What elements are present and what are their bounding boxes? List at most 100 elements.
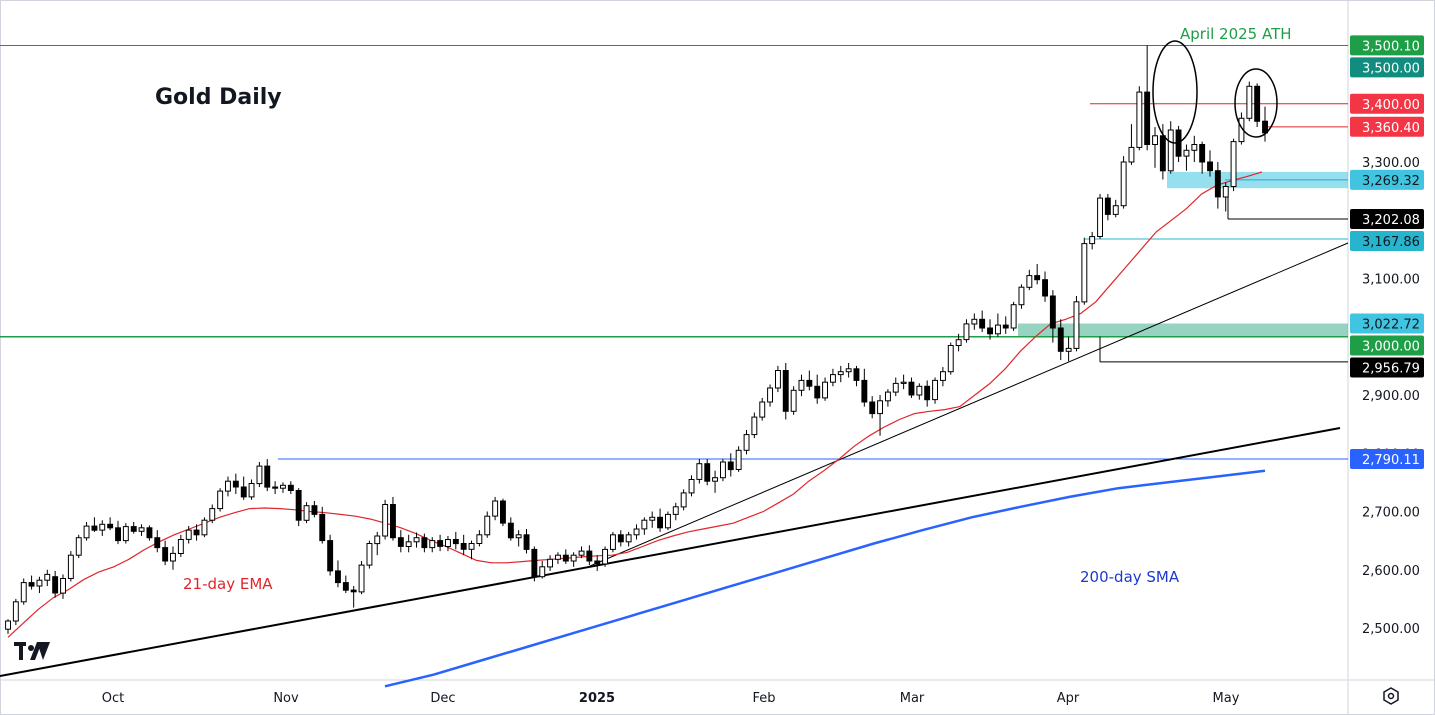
x-axis-label: Dec bbox=[430, 691, 455, 706]
candle bbox=[201, 517, 208, 538]
candle bbox=[696, 459, 703, 484]
candle bbox=[1175, 125, 1182, 162]
svg-text:3,500.00: 3,500.00 bbox=[1362, 61, 1420, 76]
candle bbox=[1089, 231, 1096, 250]
y-tick-label: 2,700.00 bbox=[1362, 506, 1420, 521]
candle bbox=[1026, 269, 1033, 291]
candle bbox=[641, 517, 648, 535]
candle bbox=[1254, 83, 1261, 128]
candle bbox=[130, 521, 137, 534]
y-tick-label: 3,300.00 bbox=[1362, 156, 1420, 171]
top-ellipse-2 bbox=[1234, 68, 1278, 138]
candle bbox=[319, 506, 326, 544]
candle bbox=[248, 479, 255, 500]
candle bbox=[1144, 45, 1151, 151]
candle bbox=[940, 367, 946, 387]
settings-gear-icon[interactable] bbox=[1383, 687, 1399, 705]
candle bbox=[932, 377, 938, 404]
x-axis-label: Apr bbox=[1057, 691, 1080, 706]
annotation-sma: 200-day SMA bbox=[1080, 568, 1180, 586]
x-axis-label: Oct bbox=[102, 691, 124, 706]
candle bbox=[869, 396, 876, 419]
long-trendline bbox=[0, 427, 1341, 677]
candle bbox=[36, 576, 43, 594]
candle bbox=[217, 488, 224, 512]
candle bbox=[67, 551, 74, 582]
candle bbox=[1049, 290, 1056, 343]
candle bbox=[107, 517, 114, 531]
candle bbox=[397, 530, 404, 553]
tradingview-logo bbox=[14, 642, 50, 660]
candle bbox=[452, 531, 459, 550]
candle bbox=[672, 502, 679, 521]
candle bbox=[1152, 127, 1158, 168]
candle bbox=[798, 374, 805, 397]
candle bbox=[649, 511, 656, 528]
candle bbox=[688, 475, 695, 497]
candle bbox=[1073, 295, 1080, 352]
candle bbox=[861, 368, 868, 407]
candle bbox=[492, 496, 499, 521]
svg-text:3,167.86: 3,167.86 bbox=[1362, 235, 1420, 250]
zone-1 bbox=[1018, 323, 1348, 337]
candle bbox=[115, 520, 121, 545]
svg-text:2,956.79: 2,956.79 bbox=[1362, 362, 1420, 377]
candle bbox=[476, 530, 483, 547]
candle bbox=[280, 482, 286, 493]
price-badge: 3,000.00 bbox=[1350, 335, 1424, 356]
price-badge: 3,360.40 bbox=[1350, 116, 1424, 137]
short-trendline bbox=[589, 242, 1349, 567]
candle bbox=[20, 578, 27, 605]
highlight-ellipses bbox=[1152, 40, 1278, 144]
candle bbox=[500, 498, 506, 527]
svg-text:2,790.11: 2,790.11 bbox=[1362, 453, 1420, 468]
candle bbox=[759, 397, 766, 421]
price-badge: 3,269.32 bbox=[1350, 169, 1424, 190]
svg-text:3,202.08: 3,202.08 bbox=[1362, 213, 1420, 228]
candle bbox=[979, 310, 986, 333]
candle bbox=[1002, 316, 1009, 334]
candle bbox=[390, 496, 396, 541]
candle bbox=[240, 476, 247, 500]
candle bbox=[342, 575, 349, 594]
sma-200-line bbox=[384, 469, 1266, 688]
candle bbox=[1191, 135, 1198, 162]
candle bbox=[177, 534, 184, 557]
candle bbox=[1183, 144, 1190, 171]
x-axis-label: Feb bbox=[752, 691, 775, 706]
candle bbox=[366, 540, 373, 569]
candle bbox=[1128, 124, 1135, 165]
candle bbox=[1010, 301, 1017, 331]
price-badge: 2,790.11 bbox=[1350, 449, 1424, 469]
price-badges: 3,500.10 3,500.00 3,400.00 3,360.40 3,269.32… bbox=[1350, 35, 1424, 469]
candle bbox=[680, 489, 687, 511]
candle bbox=[209, 504, 216, 524]
svg-text:3,500.10: 3,500.10 bbox=[1362, 39, 1420, 54]
svg-text:3,360.40: 3,360.40 bbox=[1362, 121, 1420, 136]
candle bbox=[75, 534, 82, 559]
candle bbox=[1246, 81, 1253, 122]
x-axis-label: 2025 bbox=[579, 691, 615, 706]
price-badge: 2,956.79 bbox=[1350, 357, 1424, 378]
candle bbox=[1097, 194, 1103, 239]
candle bbox=[272, 481, 279, 495]
candle bbox=[830, 368, 836, 387]
candle bbox=[916, 383, 923, 400]
candle bbox=[1112, 199, 1119, 218]
candle bbox=[727, 453, 734, 477]
candle bbox=[405, 534, 412, 553]
candle bbox=[52, 570, 59, 598]
candle bbox=[602, 546, 608, 567]
candle bbox=[460, 534, 467, 556]
candle bbox=[99, 520, 106, 536]
candle bbox=[162, 540, 169, 566]
candle bbox=[264, 459, 271, 492]
candle bbox=[806, 370, 813, 391]
candle bbox=[445, 535, 451, 552]
candle bbox=[570, 552, 577, 567]
x-axis-labels: Oct Nov Dec 2025 Feb Mar Apr May bbox=[102, 691, 1240, 706]
candle bbox=[232, 473, 239, 495]
price-badge: 3,400.00 bbox=[1350, 93, 1424, 114]
candle bbox=[775, 365, 781, 393]
